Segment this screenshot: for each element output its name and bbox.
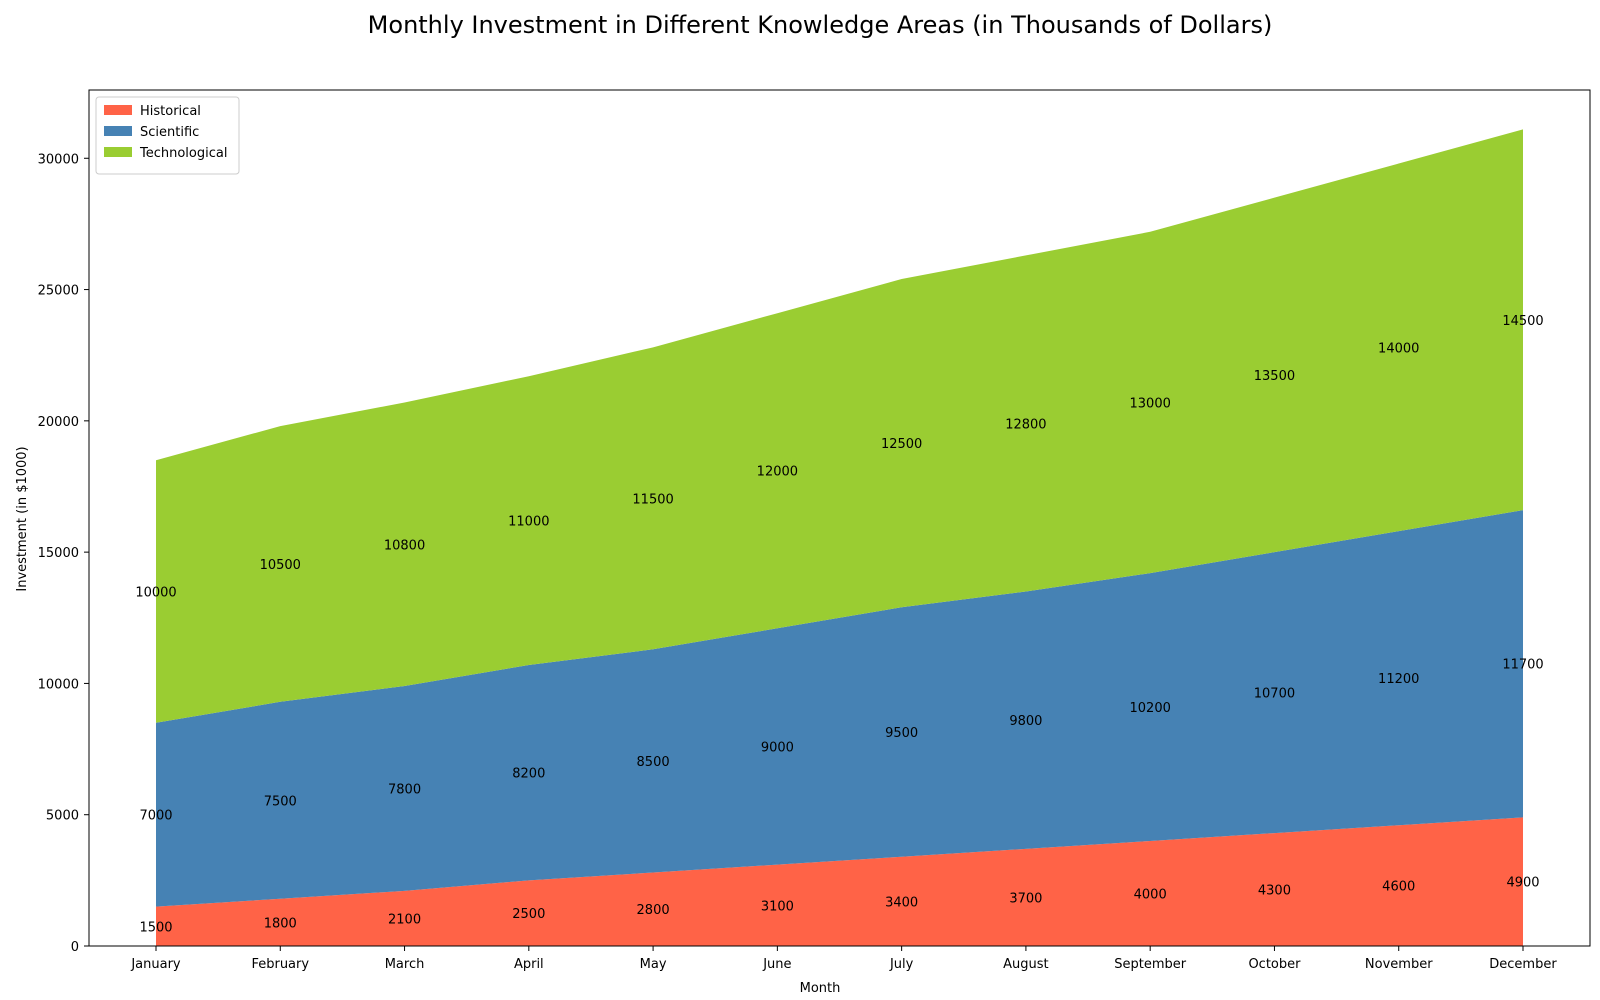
y-tick-label: 30000 (38, 152, 79, 167)
data-label-historical: 2500 (512, 907, 545, 922)
data-label-historical: 3100 (761, 899, 794, 914)
data-label-historical: 2100 (388, 912, 421, 927)
data-label-scientific: 11200 (1378, 672, 1419, 687)
data-label-scientific: 7500 (264, 794, 297, 809)
data-label-technological: 14000 (1378, 341, 1419, 356)
data-label-technological: 10800 (384, 538, 425, 553)
data-label-technological: 10000 (135, 586, 176, 601)
x-tick-label: January (130, 957, 181, 972)
area-scientific (156, 510, 1523, 907)
data-label-historical: 3700 (1009, 891, 1042, 906)
data-label-technological: 10500 (260, 558, 301, 573)
areas-layer (156, 129, 1523, 946)
data-label-scientific: 10200 (1130, 701, 1171, 716)
y-tick-label: 20000 (38, 415, 79, 430)
legend-item-historical: Historical (104, 104, 201, 119)
data-label-scientific: 9500 (885, 726, 918, 741)
data-label-scientific: 7000 (139, 809, 172, 824)
x-tick-label: April (514, 957, 544, 972)
legend-swatch (104, 126, 132, 136)
y-axis: 0 5000 10000 15000 20000 25000 30000 (38, 152, 89, 955)
data-label-historical: 3400 (885, 895, 918, 910)
x-tick-label: September (1114, 957, 1187, 972)
x-tick-label: May (640, 957, 667, 972)
legend-swatch (104, 105, 132, 115)
x-tick-label: July (889, 957, 914, 972)
legend-label: Technological (139, 146, 227, 161)
legend: Historical Scientific Technological (95, 96, 240, 175)
data-label-technological: 11000 (508, 515, 549, 530)
data-label-scientific: 9000 (761, 740, 794, 755)
area-technological (156, 129, 1523, 723)
legend-swatch (104, 147, 132, 157)
plot-frame (88, 89, 1591, 947)
legend-item-technological: Technological (104, 146, 227, 161)
data-label-scientific: 9800 (1009, 714, 1042, 729)
data-label-technological: 12000 (757, 465, 798, 480)
data-label-historical: 1500 (139, 920, 172, 935)
data-label-technological: 13000 (1130, 396, 1171, 411)
y-tick-label: 25000 (38, 284, 79, 299)
data-label-scientific: 11700 (1502, 658, 1543, 673)
data-labels-layer: 1500 1800 2100 2500 2800 3100 3400 3700 4000 4300… (135, 314, 1543, 936)
legend-label: Historical (140, 104, 201, 119)
data-label-historical: 2800 (637, 903, 670, 918)
data-label-scientific: 8200 (512, 767, 545, 782)
y-tick-label: 10000 (38, 677, 79, 692)
x-tick-label: March (385, 957, 425, 972)
x-tick-label: June (762, 957, 791, 972)
data-label-scientific: 7800 (388, 782, 421, 797)
data-label-technological: 11500 (632, 492, 673, 507)
data-label-technological: 12500 (881, 437, 922, 452)
x-tick-label: October (1248, 957, 1301, 972)
data-label-scientific: 8500 (637, 755, 670, 770)
data-label-technological: 14500 (1502, 314, 1543, 329)
y-tick-label: 15000 (38, 546, 79, 561)
x-tick-label: December (1489, 957, 1557, 972)
data-label-technological: 12800 (1005, 417, 1046, 432)
x-axis-title: Month (800, 981, 841, 996)
x-tick-label: November (1365, 957, 1433, 972)
x-axis: January February March April May June July Augu… (130, 946, 1557, 972)
data-label-historical: 4300 (1258, 884, 1291, 899)
x-tick-label: February (251, 957, 309, 972)
y-tick-label: 0 (71, 940, 79, 955)
y-axis-title: Investment (in $1000) (15, 446, 30, 591)
area-historical (156, 817, 1523, 946)
data-label-historical: 4900 (1506, 876, 1539, 891)
chart-title: Monthly Investment in Different Knowledg… (368, 11, 1273, 39)
y-tick-label: 5000 (46, 809, 79, 824)
legend-item-scientific: Scientific (104, 125, 199, 140)
data-label-historical: 4000 (1134, 887, 1167, 902)
data-label-technological: 13500 (1254, 369, 1295, 384)
data-label-historical: 1800 (264, 916, 297, 931)
x-tick-label: August (1003, 957, 1049, 972)
legend-label: Scientific (140, 125, 199, 140)
data-label-scientific: 10700 (1254, 687, 1295, 702)
data-label-historical: 4600 (1382, 880, 1415, 895)
